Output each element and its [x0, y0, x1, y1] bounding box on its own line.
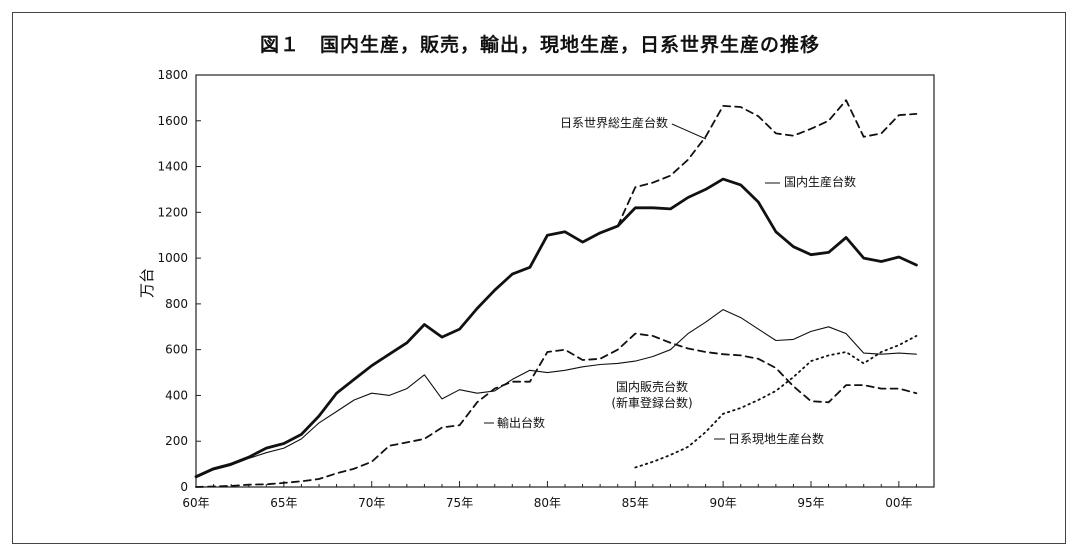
world-production-label: 日系世界総生産台数 — [560, 115, 668, 130]
x-tick-label: 90年 — [710, 496, 737, 510]
y-tick-label: 1400 — [157, 160, 188, 174]
export-line — [195, 332, 918, 488]
annotation-leader — [671, 123, 707, 140]
x-tick-label: 95年 — [797, 496, 824, 510]
figure-frame — [12, 12, 1066, 544]
export-label: 輸出台数 — [497, 415, 545, 430]
domestic-sales-line — [195, 309, 917, 479]
chart-title: 図１ 国内生産，販売，輸出，現地生産，日系世界生産の推移 — [259, 34, 820, 56]
y-tick-label: 1600 — [157, 114, 188, 128]
domestic-sales-label: 国内販売台数 — [616, 379, 688, 394]
y-tick-label: 400 — [165, 388, 188, 402]
x-tick-label: 60年 — [182, 496, 209, 510]
domestic-sales-sublabel: (新車登録台数) — [611, 395, 692, 410]
plot-frame — [195, 74, 935, 488]
y-axis-label: 万台 — [138, 268, 156, 298]
overseas-production-line — [634, 334, 918, 469]
y-tick-label: 200 — [165, 434, 188, 448]
world-production-line — [616, 99, 918, 228]
overseas-production-label: 日系現地生産台数 — [728, 431, 824, 446]
x-tick-label: 80年 — [534, 496, 561, 510]
y-tick-label: 600 — [165, 343, 188, 357]
x-tick-label: 00年 — [885, 496, 912, 510]
y-tick-label: 800 — [165, 297, 188, 311]
x-tick-label: 65年 — [270, 496, 297, 510]
domestic-production-line — [194, 177, 918, 479]
domestic-production-label: 国内生産台数 — [784, 174, 856, 189]
y-tick-label: 1200 — [157, 205, 188, 219]
x-tick-label: 70年 — [358, 496, 385, 510]
y-tick-label: 1000 — [157, 251, 188, 265]
x-tick-label: 85年 — [622, 496, 649, 510]
y-tick-label: 1800 — [157, 68, 188, 82]
y-tick-label: 0 — [180, 480, 188, 494]
x-tick-label: 75年 — [446, 496, 473, 510]
